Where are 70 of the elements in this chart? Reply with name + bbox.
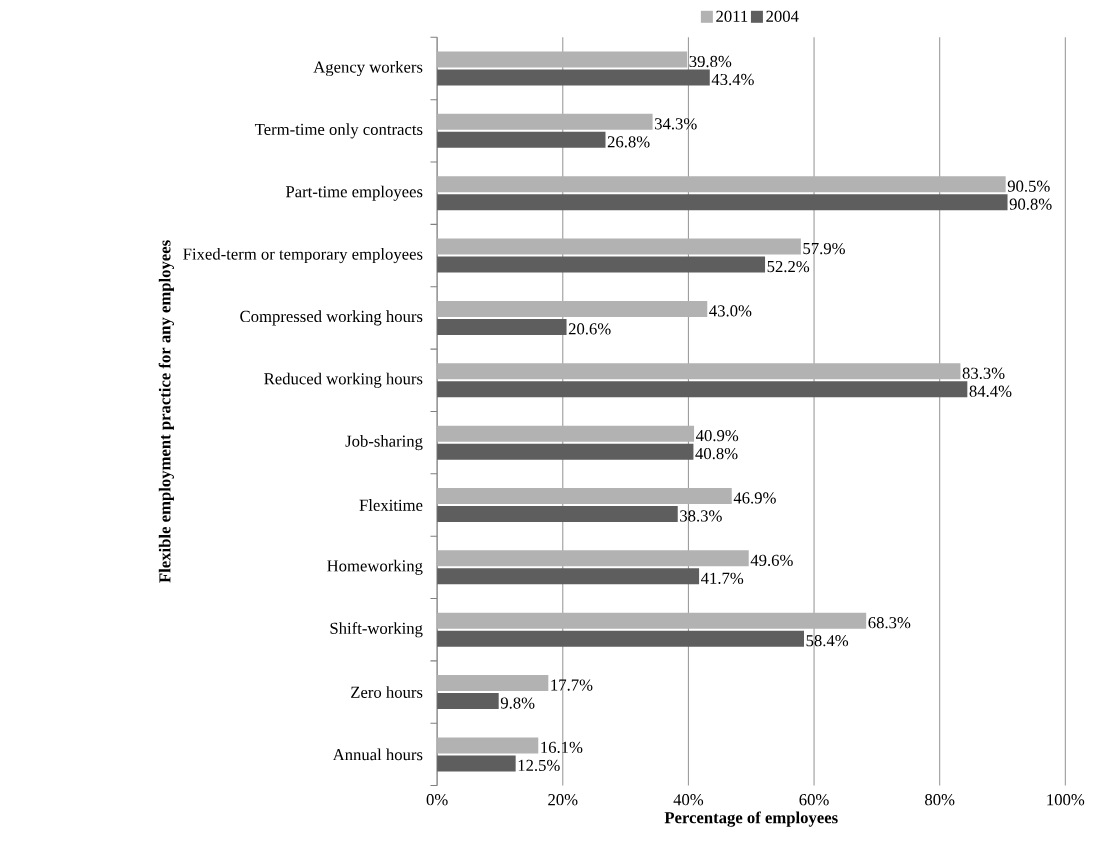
x-tick-label: 40%	[673, 794, 704, 806]
y-axis-title: Flexible employment practice for any employees	[158, 240, 174, 583]
data-label: 20.6%	[568, 323, 611, 335]
bar	[437, 550, 749, 567]
data-label: 83.3%	[962, 367, 1005, 380]
data-label: 26.8%	[607, 136, 650, 148]
y-tick-label: Flexitime	[359, 499, 423, 512]
y-tick-label: Annual hours	[332, 748, 423, 761]
data-label: 49.6%	[750, 554, 793, 567]
data-label: 38.3%	[680, 510, 722, 522]
bar	[437, 755, 516, 772]
bar	[437, 693, 499, 710]
bar	[437, 194, 1008, 211]
data-label: 39.8%	[689, 56, 732, 68]
y-tick-label: Agency workers	[313, 61, 423, 77]
y-tick-label: Term-time only contracts	[254, 123, 423, 139]
bar	[437, 737, 539, 754]
x-tick-label: 100%	[1047, 794, 1085, 806]
bar	[437, 425, 695, 442]
data-label: 57.9%	[803, 243, 845, 255]
bar	[437, 612, 867, 629]
bar	[437, 443, 694, 460]
data-label: 17.7%	[551, 679, 593, 691]
bar	[437, 568, 700, 585]
x-tick-label: 0%	[426, 794, 448, 806]
y-tick-label: Job-sharing	[345, 435, 423, 451]
data-label: 46.9%	[733, 492, 776, 504]
data-label: 58.4%	[806, 635, 849, 647]
y-tick-label: Reduced working hours	[264, 372, 423, 389]
legend-label: 2004	[766, 10, 799, 23]
bar	[437, 488, 732, 505]
legend-label: 2011	[716, 10, 748, 23]
data-label: 84.4%	[969, 385, 1012, 398]
x-tick-label: 80%	[925, 794, 955, 806]
data-label: 9.8%	[500, 697, 535, 709]
bar	[437, 176, 1006, 193]
data-label: 43.0%	[709, 305, 752, 317]
bar	[437, 675, 549, 692]
bar	[437, 363, 961, 380]
y-tick-label: Part-time employees	[285, 185, 423, 202]
data-label: 68.3%	[868, 617, 911, 629]
bar	[437, 381, 968, 398]
bar	[437, 301, 708, 318]
bar	[437, 506, 678, 523]
y-tick-label: Shift-working	[330, 622, 423, 638]
data-label: 52.2%	[767, 261, 810, 273]
y-tick-label: Zero hours	[351, 686, 423, 699]
data-label: 43.4%	[711, 74, 754, 86]
bar	[437, 319, 567, 336]
data-label: 34.3%	[655, 118, 697, 130]
bar	[437, 114, 653, 131]
bar	[437, 238, 801, 255]
data-label: 90.5%	[1007, 180, 1050, 193]
data-label: 40.8%	[695, 448, 738, 460]
y-tick-label: Fixed-term or temporary employees	[183, 248, 423, 264]
data-label: 41.7%	[701, 572, 744, 585]
data-label: 90.8%	[1009, 198, 1052, 211]
data-label: 16.1%	[541, 741, 583, 754]
x-tick-label: 60%	[799, 794, 829, 806]
bar	[437, 256, 766, 273]
x-axis-title: Percentage of employees	[664, 811, 838, 828]
bar	[437, 630, 804, 647]
x-tick-label: 20%	[548, 794, 578, 806]
data-label: 12.5%	[518, 759, 560, 772]
bar	[437, 132, 606, 149]
y-tick-label: Compressed working hours	[240, 310, 423, 326]
y-tick-label: Homeworking	[327, 559, 423, 576]
bar	[437, 69, 710, 86]
bar	[437, 51, 688, 68]
data-label: 40.9%	[696, 430, 739, 442]
